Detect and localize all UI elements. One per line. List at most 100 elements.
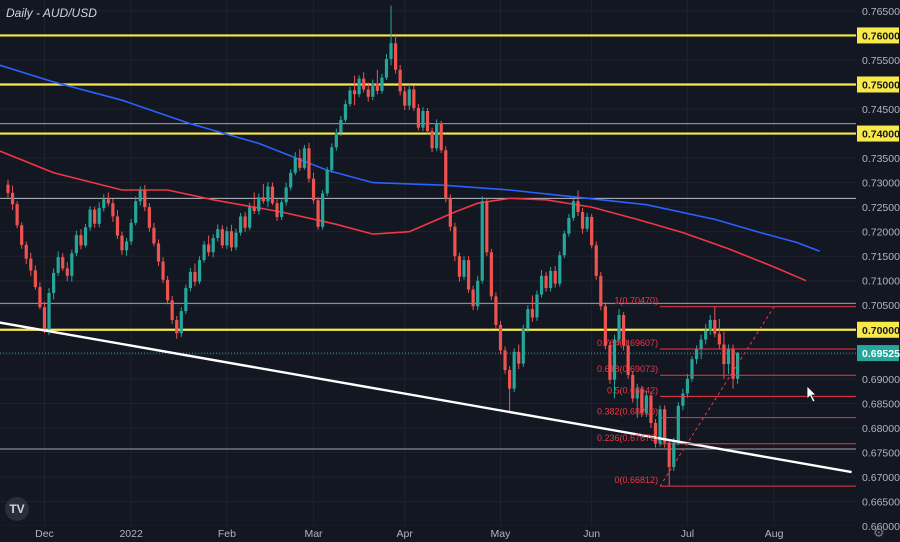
- candle-body: [24, 244, 28, 259]
- candlesticks: [6, 5, 740, 487]
- candle-body: [52, 272, 56, 293]
- candle-body: [161, 261, 165, 280]
- candle-body: [690, 359, 694, 379]
- candle-body: [471, 289, 475, 307]
- time-axis[interactable]: Dec 2022 Feb Mar Apr May Jun Jul Aug: [0, 526, 856, 542]
- candle-body: [197, 260, 202, 282]
- candle-body: [79, 235, 83, 246]
- candle: [617, 309, 621, 344]
- candle-body: [699, 339, 703, 350]
- candle: [56, 251, 60, 276]
- candle: [398, 64, 402, 96]
- candle: [270, 182, 275, 206]
- candle: [635, 383, 639, 419]
- candle-body: [631, 374, 635, 399]
- candle-body: [6, 184, 10, 193]
- price-tick-label: 0.67500: [862, 447, 900, 459]
- candle: [193, 263, 197, 287]
- candle: [708, 315, 712, 335]
- candle-body: [448, 198, 452, 227]
- price-tick-label: 0.71500: [862, 251, 900, 263]
- candle-body: [435, 123, 439, 149]
- price-tick-label: 0.68000: [862, 423, 900, 435]
- candle: [362, 72, 366, 93]
- candle-body: [571, 201, 576, 218]
- candle-body: [599, 275, 603, 307]
- candle: [74, 230, 78, 257]
- candle: [97, 202, 101, 228]
- candle-body: [156, 243, 161, 262]
- trendline-layer: [0, 321, 852, 474]
- mouse-pointer-icon: [806, 385, 817, 403]
- candle-body: [594, 245, 598, 276]
- fibonacci-retracement[interactable]: 1(0.70470) 0.764(0.69607) 0.618(0.69073) 0.…: [597, 296, 856, 487]
- time-tick-label: Apr: [397, 528, 414, 540]
- candle-body: [672, 442, 676, 468]
- candle-body: [362, 78, 366, 90]
- candle: [10, 185, 15, 211]
- candle: [612, 334, 617, 399]
- candle: [412, 85, 416, 111]
- candle: [289, 169, 293, 191]
- candle: [124, 238, 129, 256]
- candle-body: [394, 43, 398, 70]
- candle: [462, 256, 466, 280]
- candle-body: [102, 199, 106, 209]
- candle: [284, 182, 288, 206]
- candle: [403, 86, 407, 110]
- price-level-badge-label: 0.70000: [862, 325, 900, 337]
- time-tick-label: Mar: [304, 528, 323, 540]
- candle: [503, 346, 507, 374]
- candle-body: [567, 217, 571, 234]
- candle: [184, 284, 188, 315]
- candle: [47, 288, 51, 336]
- candle: [544, 271, 548, 292]
- candle-body: [544, 275, 548, 289]
- candle: [576, 190, 580, 216]
- candle: [302, 144, 306, 170]
- candle: [339, 115, 343, 136]
- candle-body: [61, 257, 65, 269]
- price-axis[interactable]: 0.76500 0.75500 0.74500 0.73500 0.73000 0.725…: [856, 0, 900, 542]
- candle-body: [389, 43, 393, 59]
- candle: [389, 5, 393, 66]
- candle-body: [280, 202, 284, 217]
- candle-body: [726, 348, 731, 365]
- candle-body: [193, 271, 197, 282]
- candle-body: [29, 258, 33, 271]
- candle: [248, 202, 252, 231]
- candle-body: [590, 216, 594, 246]
- candle: [517, 344, 521, 370]
- candle-body: [585, 216, 589, 229]
- price-tick-label: 0.70500: [862, 300, 900, 312]
- candle-body: [316, 200, 320, 227]
- candle-body: [717, 333, 721, 345]
- price-tick-label: 0.73000: [862, 178, 900, 190]
- candle-body: [489, 252, 493, 297]
- candle: [466, 256, 471, 293]
- candle-body: [558, 255, 562, 284]
- candle: [156, 239, 161, 266]
- candle: [238, 213, 243, 236]
- time-axis-background: [0, 526, 856, 542]
- candle-body: [462, 260, 466, 277]
- candle: [298, 149, 302, 171]
- candle-body: [184, 288, 188, 312]
- candle: [311, 172, 316, 204]
- candle-body: [453, 226, 457, 257]
- candle-body: [530, 309, 534, 318]
- candle-body: [293, 158, 297, 173]
- tradingview-logo-icon[interactable]: TV: [5, 497, 29, 521]
- fib-level-label: 0.618(0.69073): [597, 364, 658, 374]
- candle: [471, 285, 475, 311]
- candle-body: [106, 199, 110, 204]
- candle: [179, 307, 183, 338]
- candle: [161, 257, 165, 284]
- price-tick-label: 0.66000: [862, 521, 900, 533]
- candle-body: [266, 186, 270, 202]
- candle-body: [667, 442, 671, 468]
- settings-gear-icon[interactable]: ⚙: [873, 526, 885, 541]
- candle-body: [676, 405, 680, 443]
- candle: [585, 213, 589, 232]
